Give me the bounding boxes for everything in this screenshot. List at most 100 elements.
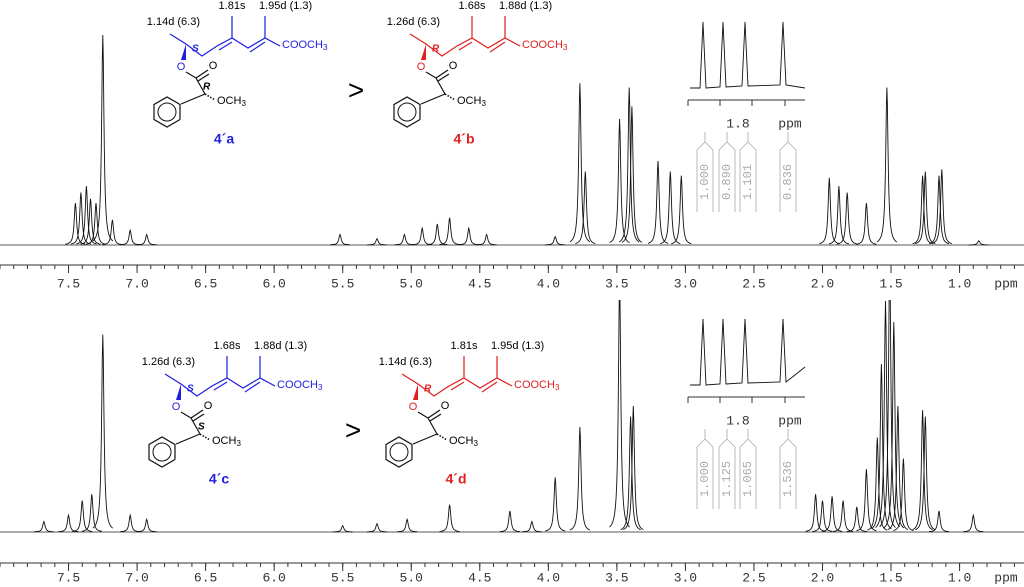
peak [102, 219, 123, 245]
ester-group: COOCH3 [282, 39, 328, 52]
bond [429, 413, 442, 422]
bond [489, 41, 506, 53]
peak [80, 198, 101, 245]
bond [427, 409, 441, 419]
integral-label: 1.536 [781, 461, 795, 497]
atom-label: O [417, 61, 426, 73]
x-tick-label: 5.0 [400, 276, 423, 291]
bond [420, 93, 446, 105]
wedge-bond [181, 44, 186, 60]
peak [837, 192, 858, 245]
bond [218, 41, 233, 51]
subscript: 3 [473, 439, 478, 448]
x-tick-label: 2.5 [742, 570, 765, 585]
shift-label: 1.95d (1.3) [491, 340, 544, 352]
peak [912, 410, 933, 531]
subscript: 3 [555, 383, 560, 392]
bond [244, 381, 261, 393]
integral-label: 1.000 [698, 164, 712, 200]
peak [609, 118, 630, 243]
peak [912, 175, 933, 245]
compound-label: 4´a [214, 131, 234, 147]
x-tick-label: 7.0 [125, 276, 148, 291]
peak [499, 510, 520, 533]
wedge-bond [176, 384, 181, 400]
peak [427, 223, 448, 246]
peak [120, 228, 141, 246]
integral-bracket [739, 429, 757, 509]
shift-label: 1.95d (1.3) [259, 0, 312, 12]
compound-label: 4´b [454, 131, 475, 147]
bond [180, 93, 206, 105]
atom-label: O [172, 401, 181, 413]
compound-label: 4´c [209, 471, 229, 487]
x-tick-label: 4.0 [537, 276, 560, 291]
peak [623, 405, 644, 530]
subscript: 3 [481, 99, 486, 108]
ester-group: COOCH3 [522, 39, 568, 52]
peak [822, 496, 843, 532]
x-tick-label: 1.5 [879, 276, 902, 291]
x-tick-label: 6.0 [262, 570, 285, 585]
subscript: 3 [318, 383, 323, 392]
subscript: 3 [241, 99, 246, 108]
bond [195, 69, 209, 79]
atom-label: O [209, 60, 218, 72]
peak [70, 192, 91, 245]
x-tick-label: 4.5 [468, 276, 491, 291]
stereo-label: S [198, 422, 205, 433]
integral-label: 0.836 [781, 164, 795, 200]
comparator: > [348, 74, 364, 105]
wedge-bond [413, 384, 418, 400]
methoxy-group: OCH3 [217, 95, 246, 108]
peak [545, 235, 566, 246]
peak [883, 321, 905, 529]
bond [425, 71, 446, 95]
peak [33, 520, 54, 533]
peak [120, 513, 141, 533]
ring-circle [152, 442, 172, 462]
structure: 1.14d (6.3) 1.81s 1.95d (1.3) COOCH3 RO O OCH3… [379, 340, 560, 487]
peak [819, 177, 840, 245]
x-tick-label: 5.5 [331, 276, 354, 291]
bond [164, 373, 276, 397]
integral-bracket [779, 429, 797, 509]
bond [417, 411, 438, 435]
x-tick-label: 3.0 [674, 276, 697, 291]
methoxy-group: OCH3 [449, 435, 478, 448]
peak [92, 334, 114, 529]
bond [450, 381, 465, 391]
peak [439, 504, 460, 532]
x-tick-label: 1.0 [948, 570, 971, 585]
peak [618, 87, 640, 243]
x-tick-label: 3.5 [605, 570, 628, 585]
peak [330, 233, 350, 246]
peak [856, 202, 877, 245]
peak [76, 186, 97, 245]
x-tick-label: 4.5 [468, 570, 491, 585]
bond [393, 96, 421, 128]
ring-circle [389, 442, 409, 462]
peak [58, 513, 79, 533]
peak [875, 300, 896, 528]
shift-label: 1.14d (6.3) [379, 356, 432, 368]
peak [856, 468, 877, 532]
peak [915, 416, 936, 531]
methoxy-group: OCH3 [212, 435, 241, 448]
peak [545, 477, 566, 532]
peak [439, 217, 460, 245]
inset-tick-label: 1.8 [726, 116, 749, 131]
subscript: 3 [236, 439, 241, 448]
peak [136, 518, 157, 533]
x-tick-label: 6.5 [194, 570, 217, 585]
x-tick-label: 1.5 [879, 570, 902, 585]
ring-circle [397, 102, 417, 122]
compound-label: 4´d [446, 471, 467, 487]
peak [569, 83, 591, 243]
peak [887, 405, 909, 530]
atom-label: O [449, 60, 458, 72]
peak [609, 300, 630, 528]
integral-bracket [696, 429, 714, 509]
peak [367, 237, 387, 246]
